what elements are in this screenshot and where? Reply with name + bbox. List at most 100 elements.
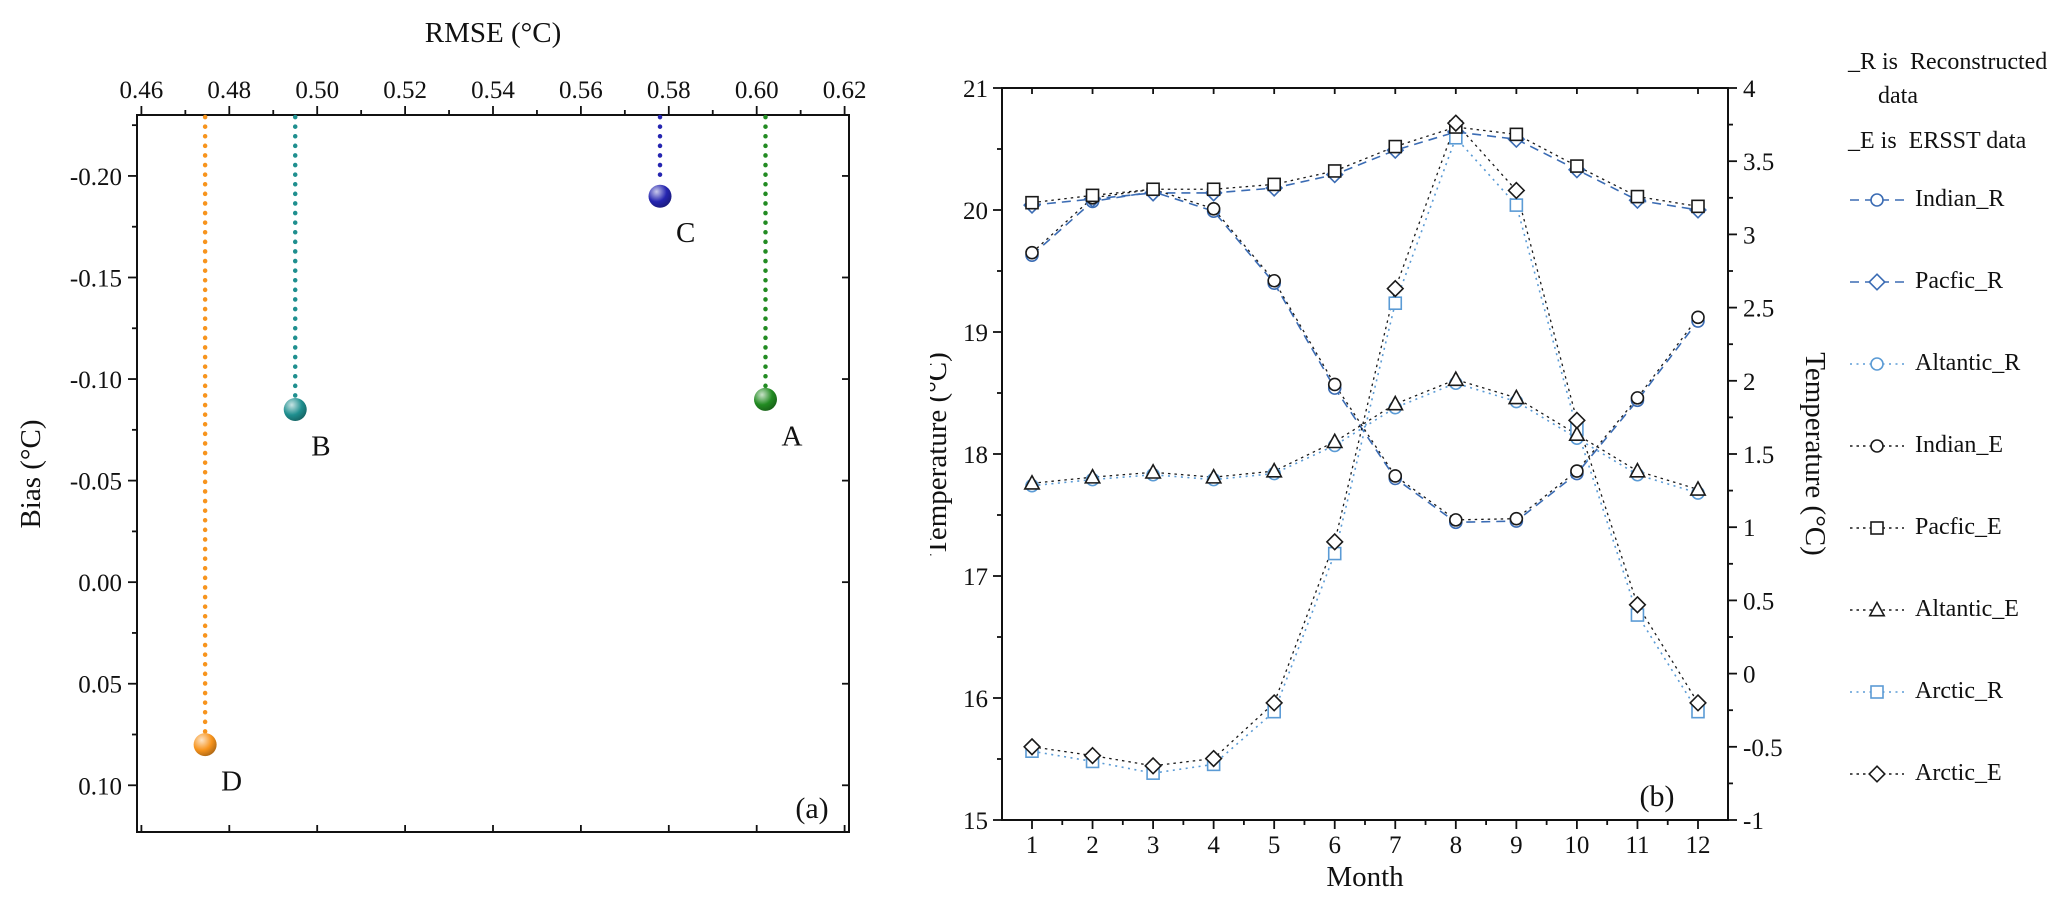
legend-sample-Pacfic_R xyxy=(1850,272,1904,291)
marker-Altantic_E-icon xyxy=(1447,370,1465,387)
panel-b-x-tick-label: 8 xyxy=(1450,832,1463,859)
panel-a-x-tick-label: 0.62 xyxy=(823,77,867,104)
legend-marker-Pacfic_E-icon xyxy=(1870,520,1884,535)
panel-a-y-tick-label: 0.00 xyxy=(78,570,122,597)
legend-sample-Indian_R xyxy=(1850,192,1904,207)
panel-b-x-tick-label: 11 xyxy=(1625,832,1649,859)
series-line-Indian_E xyxy=(1031,188,1699,521)
marker-Altantic_E-icon xyxy=(1326,432,1344,449)
marker-Arctic_E-icon xyxy=(1386,279,1405,298)
panel-a-y-tick-label: 0.10 xyxy=(78,773,122,800)
point-label-C: C xyxy=(676,217,695,249)
panel-b-plot: 1 2 3 4 5 6 7 8 9 10 11 1215161718192021-1-0.500.51… xyxy=(963,76,1783,859)
marker-Indian_E-icon xyxy=(1570,464,1584,478)
panel-b-right-tick-label: -1 xyxy=(1743,808,1764,835)
marker-Indian_E-icon xyxy=(1267,273,1281,288)
marker-Pacfic_E-icon xyxy=(1691,199,1705,214)
series-line-Pacfic_E xyxy=(1031,126,1699,207)
panel-b-right-tick-label: 2 xyxy=(1743,369,1756,396)
legend-marker-Arctic_R-icon xyxy=(1870,684,1884,699)
marker-Altantic_E-icon xyxy=(1386,394,1404,411)
series-line-Pacfic_R xyxy=(1031,131,1699,211)
legend-label-Indian_E: Indian_E xyxy=(1915,432,2003,459)
marker-Indian_E-icon xyxy=(1509,511,1524,526)
panel-a-x-tick-label: 0.46 xyxy=(120,77,164,104)
legend-item-Altantic_E: Altantic_E xyxy=(1848,595,2060,625)
marker-Pacfic_E-icon xyxy=(1570,159,1584,173)
panel-b-right-tick-label: 0.5 xyxy=(1743,588,1774,615)
marker-Arctic_E-icon xyxy=(1204,749,1223,768)
marker-Altantic_E-icon xyxy=(1023,474,1041,490)
point-D xyxy=(193,733,217,757)
panel-a-x-tick-label: 0.50 xyxy=(295,77,339,104)
panel-b-right-tick-label: -0.5 xyxy=(1743,735,1783,762)
panel-b-right-tick-label: 0 xyxy=(1743,662,1756,689)
marker-Arctic_E-icon xyxy=(1567,411,1586,430)
panel-b-chart: 1 2 3 4 5 6 7 8 9 10 11 1215161718192021-1-0.500.51… xyxy=(930,76,1831,893)
marker-Indian_E-icon xyxy=(1388,469,1403,483)
panel-b-left-tick-label: 16 xyxy=(963,686,988,713)
legend-item-Arctic_R: Arctic_R xyxy=(1848,677,2060,707)
marker-Arctic_E-icon xyxy=(1446,114,1465,133)
panel-a-y-tick-label: -0.15 xyxy=(70,265,122,292)
marker-Arctic_E-icon xyxy=(1689,693,1707,712)
marker-Pacfic_E-icon xyxy=(1146,182,1160,197)
legend-label-Altantic_R: Altantic_R xyxy=(1915,350,2021,377)
legend-label-Indian_R: Indian_R xyxy=(1915,186,2005,213)
panel-b-corner-label: (b) xyxy=(1640,780,1675,813)
marker-Pacfic_E-icon xyxy=(1630,189,1645,204)
panel-b-x-tick-label: 7 xyxy=(1389,832,1402,859)
marker-Altantic_E-icon xyxy=(1689,480,1707,496)
panel-b-left-tick-label: 18 xyxy=(963,442,988,469)
panel-a-plot: 0.46 0.48 0.50 0.52 0.54 0.56 0.58 0.60 0.62 -0.2… xyxy=(70,77,867,833)
panel-b-x-tick-label: 1 xyxy=(1026,832,1039,859)
panel-a-y-tick-label: -0.20 xyxy=(70,164,122,191)
series-line-Indian_R xyxy=(1031,190,1699,524)
marker-Arctic_E-icon xyxy=(1507,181,1526,200)
legend-sample-Altantic_E xyxy=(1850,600,1904,617)
panel-b-left-tick-label: 21 xyxy=(963,76,988,103)
series-markers-Pacfic_R xyxy=(1023,122,1707,219)
legend-label-Pacfic_E: Pacfic_E xyxy=(1915,514,2002,541)
legend-item-Pacfic_E: Pacfic_E xyxy=(1848,513,2060,543)
point-label-A: A xyxy=(781,420,802,452)
marker-Altantic_E-icon xyxy=(1083,468,1102,484)
panel-a-y-axis-title: Bias (°C) xyxy=(15,419,47,528)
panel-b-right-tick-label: 1 xyxy=(1743,515,1756,542)
marker-Pacfic_E-icon xyxy=(1025,195,1039,210)
panel-b-x-tick-label: 5 xyxy=(1268,832,1281,859)
series-markers-Pacfic_E xyxy=(1025,120,1705,214)
panel-b-x-axis-title: Month xyxy=(1326,861,1404,893)
legend-label-Arctic_R: Arctic_R xyxy=(1915,678,2003,705)
panel-a-x-tick-label: 0.60 xyxy=(735,77,779,104)
marker-Arctic_E-icon xyxy=(1628,595,1647,614)
panel-b-right-tick-label: 2.5 xyxy=(1743,296,1774,323)
legend-marker-Altantic_R-icon xyxy=(1870,356,1884,371)
panel-a-x-tick-label: 0.54 xyxy=(471,77,515,104)
panel-b-left-tick-label: 15 xyxy=(963,808,988,835)
legend-sample-Pacfic_E xyxy=(1850,520,1904,535)
legend-marker-Indian_E-icon xyxy=(1870,438,1884,453)
legend-item-Indian_E: Indian_E xyxy=(1848,431,2060,461)
panel-a-chart: 0.46 0.48 0.50 0.52 0.54 0.56 0.58 0.60 0.62 -0.2… xyxy=(15,17,867,833)
legend-item-Altantic_R: Altantic_R xyxy=(1848,349,2060,379)
panel-b-x-tick-label: 2 xyxy=(1086,832,1099,859)
legend-note-ersst: _E is ERSST data xyxy=(1848,128,2027,155)
legend-sample-Indian_E xyxy=(1850,438,1904,453)
point-B xyxy=(283,398,307,422)
panel-b-x-tick-label: 10 xyxy=(1564,832,1589,859)
marker-Altantic_E-icon xyxy=(1144,463,1162,479)
panel-b-x-tick-label: 4 xyxy=(1207,832,1220,859)
panel-a-axes: 0.46 0.48 0.50 0.52 0.54 0.56 0.58 0.60 0.62 -0.2… xyxy=(70,77,867,832)
legend-marker-Pacfic_R-icon xyxy=(1868,272,1886,291)
point-label-B: B xyxy=(311,431,330,463)
marker-Pacfic_E-icon xyxy=(1206,182,1221,197)
panel-a-x-tick-label: 0.52 xyxy=(383,77,427,104)
panel-b-x-tick-label: 3 xyxy=(1147,832,1160,859)
panel-b-right-tick-label: 3.5 xyxy=(1743,149,1774,176)
point-C xyxy=(648,184,672,208)
legend-sample-Arctic_E xyxy=(1850,764,1904,783)
panel-a-x-tick-label: 0.58 xyxy=(647,77,691,104)
marker-Altantic_E-icon xyxy=(1205,468,1223,484)
legend-marker-Arctic_E-icon xyxy=(1868,764,1886,783)
